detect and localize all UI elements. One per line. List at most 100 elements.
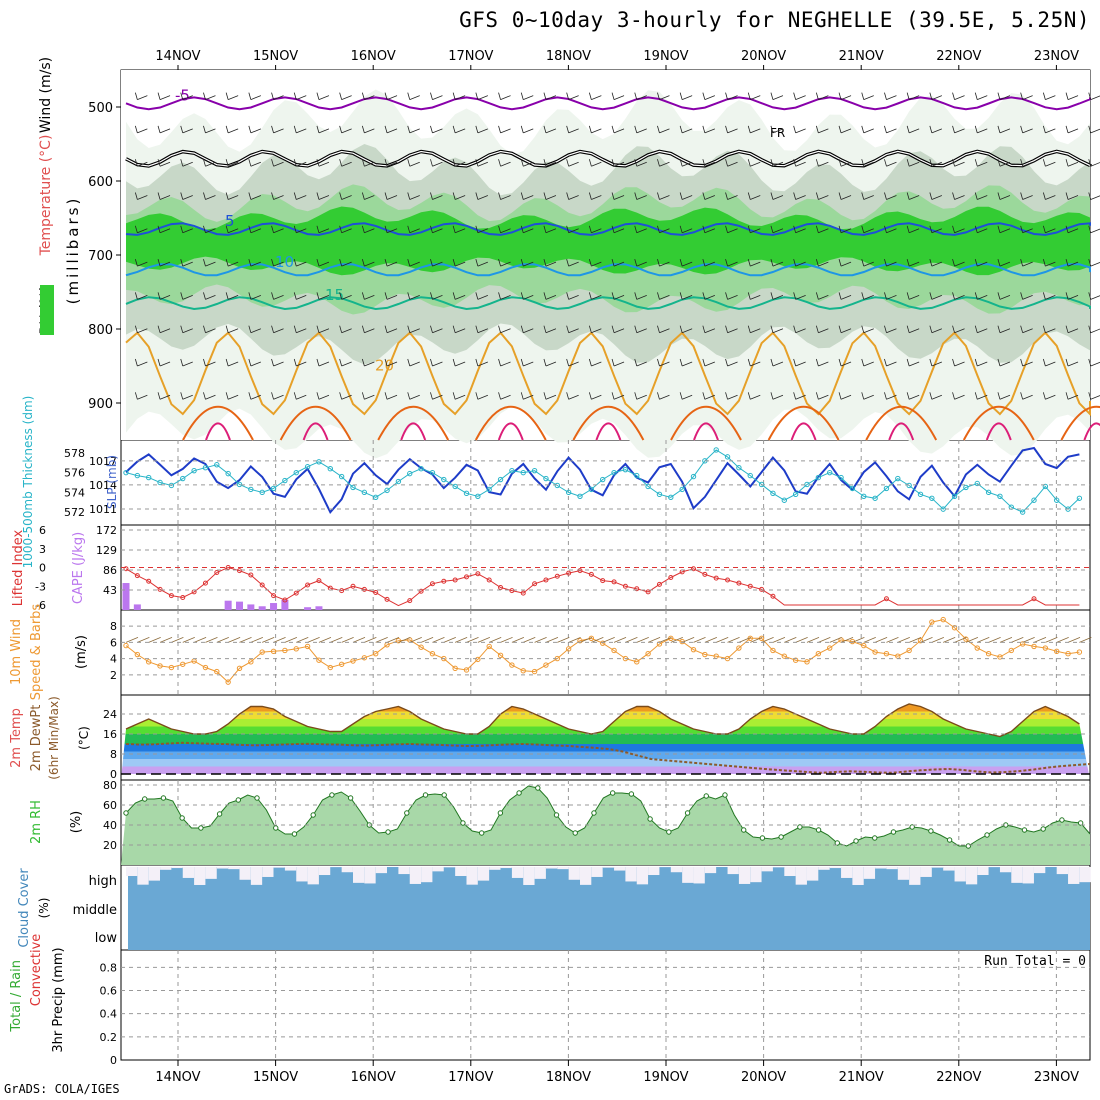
- wind10m-barb: [704, 636, 718, 643]
- wind10m-barb: [454, 636, 468, 643]
- thickness-point: [123, 469, 129, 476]
- wind10m-barb: [931, 636, 945, 643]
- wind-barb: [452, 258, 466, 267]
- wind10m-barb: [398, 636, 411, 643]
- wind-barb: [248, 292, 261, 300]
- precip-tick-label: 0.8: [100, 961, 118, 974]
- precip-convective-label: Convective: [29, 934, 44, 1007]
- thickness-point: [134, 472, 141, 479]
- wind-barb: [520, 192, 534, 200]
- cloud-high-gap: [489, 867, 501, 870]
- wind-barb: [1020, 258, 1033, 267]
- wind-barb: [1042, 258, 1056, 267]
- wind10m-barb: [738, 636, 752, 643]
- wind-barb: [1020, 92, 1033, 100]
- wind-barb: [861, 159, 874, 167]
- wind-barb: [520, 325, 534, 334]
- wind-barb: [611, 192, 625, 200]
- cloud-level-label: middle: [73, 903, 117, 918]
- wind-barb: [293, 92, 307, 100]
- wind10m-barb: [273, 636, 286, 643]
- wind10m-point: [157, 663, 163, 669]
- thickness-point: [827, 469, 833, 476]
- wind-barb: [180, 358, 193, 367]
- wind-barb: [452, 325, 466, 334]
- wind-barb: [861, 258, 874, 267]
- bottom-date-label: 18NOV: [546, 1070, 591, 1085]
- wind10m-barb: [125, 636, 139, 643]
- wind10m-barb: [420, 636, 434, 643]
- wind-barb: [520, 292, 534, 300]
- wind10m-tick-label: 8: [110, 620, 117, 633]
- pressure-tick-label: 800: [88, 323, 113, 338]
- wind-barb: [316, 258, 330, 267]
- wind10m-barb: [523, 636, 536, 643]
- thickness-point: [838, 474, 844, 481]
- wind-barb: [929, 125, 942, 134]
- wind-barb: [203, 392, 216, 400]
- cloud-high-gap: [262, 867, 274, 877]
- bottom-date-label: 23NOV: [1034, 1070, 1079, 1085]
- wind-barb: [793, 325, 806, 334]
- wind-barb: [1065, 92, 1079, 100]
- rh2m-point: [984, 832, 990, 838]
- lifted-index-point: [429, 581, 435, 587]
- lifted-index-point: [418, 588, 424, 594]
- wind-barb: [430, 258, 443, 267]
- wind10m-point: [429, 651, 436, 657]
- temp-contour-25: [182, 405, 254, 441]
- wind10m-barb: [466, 636, 479, 643]
- wind10m-barb: [886, 636, 899, 643]
- wind-barb: [1088, 225, 1100, 234]
- slp-line: [125, 446, 1080, 514]
- wind10m-point: [168, 664, 175, 671]
- wind-barb: [770, 358, 784, 367]
- wind-barb: [702, 258, 715, 267]
- wind10m-barb: [443, 636, 456, 643]
- cloud-high-gap: [784, 867, 796, 877]
- cape-bar: [258, 606, 266, 610]
- rh2m-point: [647, 816, 653, 822]
- wind10m-point: [1065, 651, 1071, 657]
- wind-barb: [997, 159, 1011, 167]
- rh2m-point: [123, 810, 129, 816]
- rh2m-point: [478, 830, 485, 836]
- wind-barb: [316, 192, 330, 200]
- wind10m-barb: [716, 636, 729, 643]
- cloud-high-gap: [171, 867, 183, 869]
- panel-frame-3: [120, 609, 1091, 696]
- wind-barb: [430, 225, 443, 234]
- wind-barb: [180, 159, 193, 167]
- cape-bar: [122, 583, 130, 610]
- wind-barb: [1042, 358, 1056, 367]
- wind-barb: [793, 258, 806, 267]
- wind-barb: [1020, 292, 1033, 300]
- wind-barb: [588, 258, 602, 267]
- li-tick-label: 3: [39, 543, 46, 556]
- cloud-high-gap: [182, 867, 195, 878]
- wind-barb: [1065, 159, 1079, 167]
- wind-barb: [180, 125, 193, 134]
- cloud-high-gap: [738, 867, 751, 884]
- temp-contour-25: [670, 405, 742, 441]
- wind-barb: [702, 325, 715, 334]
- wind-barb: [702, 392, 715, 400]
- wind-barb: [293, 325, 307, 334]
- wind10m-point: [1008, 647, 1014, 654]
- wind10m-point: [293, 646, 299, 652]
- wind10m-point: [531, 668, 538, 675]
- wind-barb: [475, 192, 488, 200]
- wind10m-barb: [205, 636, 218, 643]
- wind10m-barb: [750, 636, 763, 643]
- wind10m-line: [125, 619, 1080, 683]
- temp2m-tick-label: 16: [103, 728, 117, 741]
- wind10m-point: [577, 638, 583, 644]
- wind-barb: [997, 225, 1011, 234]
- wind-barb: [566, 392, 579, 400]
- thickness-point: [259, 489, 265, 496]
- wind10m-barb: [557, 636, 570, 643]
- wind-barb: [498, 125, 511, 134]
- wind-barb: [815, 125, 829, 134]
- wind10m-point: [520, 668, 526, 674]
- wind-barb: [815, 192, 829, 200]
